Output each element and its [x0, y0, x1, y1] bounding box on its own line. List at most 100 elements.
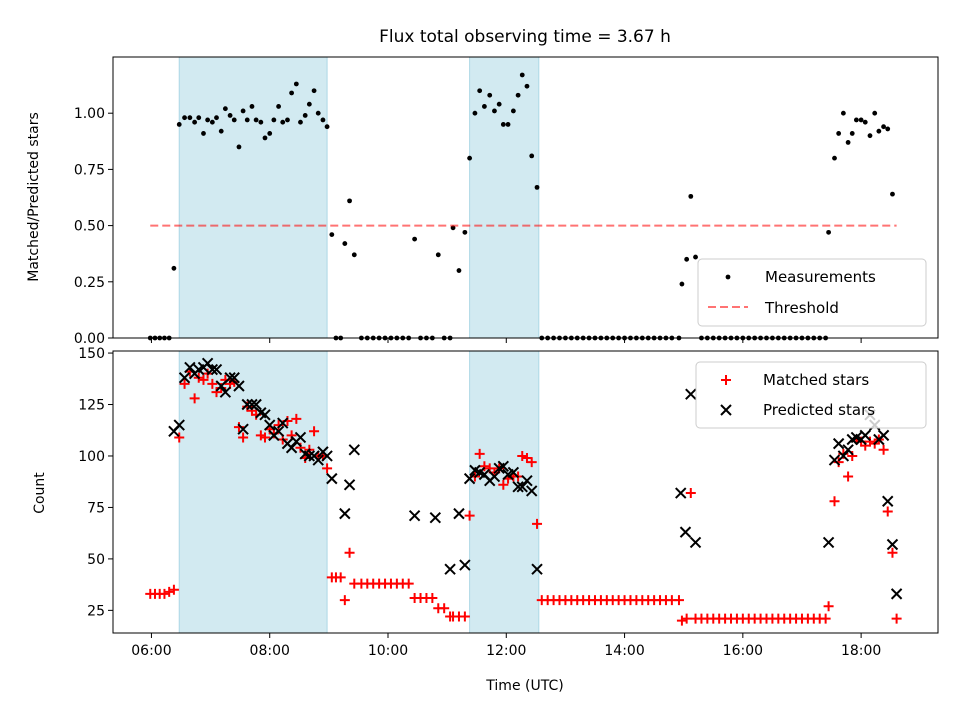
predicted-star-point — [877, 429, 890, 442]
predicted-star-point — [463, 472, 476, 485]
predicted-star-point — [685, 388, 697, 400]
matched-star-point — [676, 615, 687, 626]
matched-star-point — [532, 518, 543, 529]
matched-star-point — [517, 450, 528, 461]
top-shaded-intervals — [178, 56, 540, 339]
predicted-star-point — [210, 363, 223, 376]
bottom-panel: 25 50 75 100 125 150 06:00 08:00 10:00 12:00 14:00… — [32, 346, 939, 694]
legend-measurement-marker — [725, 274, 731, 280]
bottom-plot-frame — [112, 350, 939, 634]
predicted-star-point — [312, 454, 324, 466]
predicted-star-point — [453, 507, 465, 520]
predicted-star-point — [837, 450, 850, 462]
y-tick-label: 75 — [87, 500, 105, 516]
predicted-star-point — [173, 419, 185, 431]
legend-threshold-label: Threshold — [764, 299, 839, 317]
matched-star-point — [207, 378, 218, 389]
measurement-point — [240, 108, 246, 114]
measurement-point — [487, 92, 493, 98]
matched-star-point — [673, 595, 684, 606]
predicted-star-point — [832, 437, 845, 450]
measurement-point — [298, 119, 303, 125]
legend-box — [695, 361, 927, 429]
measurement-point — [496, 101, 502, 107]
top-plot-frame — [112, 56, 939, 339]
measurement-point — [236, 144, 242, 150]
measurement-point — [467, 155, 473, 161]
matched-star-point — [189, 393, 200, 404]
predicted-star-point — [326, 472, 338, 485]
matched-star-point — [168, 584, 179, 595]
shaded-interval — [469, 56, 540, 339]
bottom-shaded-intervals — [178, 350, 540, 634]
measurement-point — [201, 131, 206, 136]
y-tick-label: 0.00 — [74, 331, 105, 347]
measurement-point — [529, 153, 535, 159]
measurement-point — [249, 104, 255, 109]
matched-star-point — [309, 426, 320, 437]
measurement-point — [876, 128, 882, 134]
top-ylabel: Matched/Predicted stars — [26, 112, 42, 282]
measurement-point — [176, 122, 182, 127]
measurement-point — [862, 119, 868, 125]
measurement-point — [271, 117, 277, 123]
matched-star-point — [198, 374, 209, 385]
matched-star-point — [238, 432, 249, 443]
measurement-point — [836, 131, 842, 136]
matched-star-point — [474, 448, 485, 459]
predicted-star-point — [822, 536, 835, 549]
predicted-star-point — [689, 536, 702, 549]
measurement-point — [849, 131, 855, 136]
measurement-point — [182, 115, 187, 121]
matched-star-point — [464, 510, 475, 521]
measurement-point — [342, 241, 348, 246]
legend-predicted-label: Predicted stars — [763, 401, 875, 419]
measurement-point — [276, 104, 281, 109]
chart-title: Flux total observing time = 3.67 h — [379, 27, 671, 47]
measurement-point — [688, 193, 694, 199]
measurement-point — [289, 90, 295, 96]
y-tick-label: 0.25 — [74, 275, 105, 291]
measurement-point — [262, 135, 268, 141]
predicted-star-point — [246, 398, 258, 411]
bottom-data-marks — [145, 357, 903, 626]
predicted-star-point — [241, 398, 253, 411]
measurement-point — [351, 252, 357, 258]
predicted-star-point — [303, 450, 316, 462]
shaded-interval — [469, 350, 540, 634]
matched-star-point — [179, 378, 190, 389]
matched-star-point — [174, 432, 185, 443]
measurement-point — [347, 198, 352, 204]
measurement-point — [515, 92, 521, 98]
matched-star-point — [459, 611, 470, 622]
predicted-star-point — [516, 481, 528, 493]
measurement-point — [293, 81, 299, 87]
measurement-point — [329, 232, 335, 237]
predicted-star-point — [429, 512, 442, 524]
bottom-legend: Matched stars Predicted stars — [695, 361, 927, 429]
measurement-point — [244, 117, 250, 123]
matched-star-point — [498, 479, 509, 490]
predicted-star-point — [531, 563, 543, 575]
x-tick-label: 16:00 — [723, 643, 763, 659]
top-legend: Measurements Threshold — [697, 258, 927, 327]
x-tick-label: 10:00 — [368, 643, 408, 659]
y-tick-label: 1.00 — [74, 106, 105, 122]
predicted-star-point — [886, 538, 899, 551]
predicted-star-point — [343, 479, 356, 491]
predicted-star-point — [228, 372, 240, 384]
measurement-point — [306, 101, 312, 107]
matched-star-point — [887, 547, 898, 558]
matched-star-point — [891, 613, 902, 624]
matched-star-point — [864, 436, 875, 447]
predicted-star-point — [264, 419, 276, 431]
measurement-point — [214, 115, 219, 121]
legend-matched-label: Matched stars — [763, 371, 869, 389]
y-tick-label: 0.75 — [74, 162, 105, 178]
measurement-point — [881, 124, 886, 130]
x-tick-label: 08:00 — [250, 643, 290, 659]
matched-star-point — [339, 595, 350, 606]
predicted-star-point — [512, 481, 524, 493]
predicted-star-point — [201, 357, 214, 370]
matched-star-point — [159, 588, 170, 599]
